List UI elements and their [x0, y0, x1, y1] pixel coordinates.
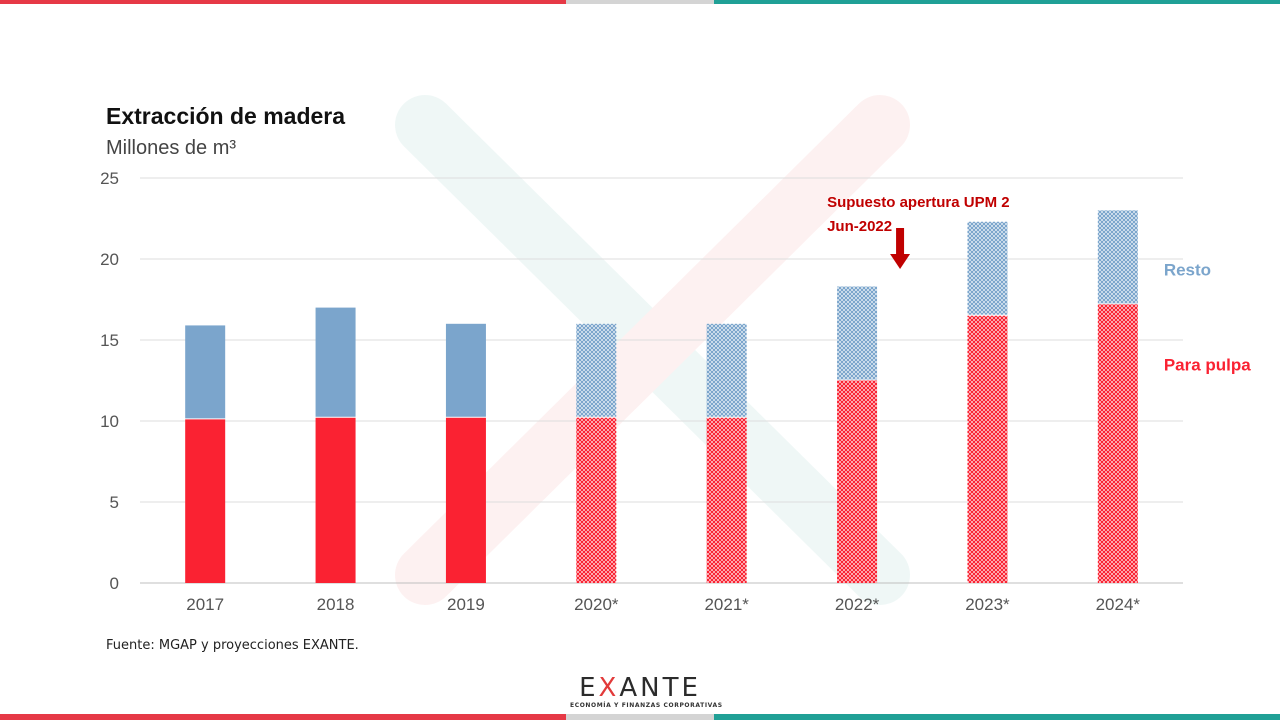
legend-para-pulpa: Para pulpa — [1164, 356, 1251, 375]
x-tick-label: 2023* — [965, 595, 1010, 614]
bar-para-pulpa — [445, 417, 486, 583]
bar-para-pulpa — [706, 417, 747, 583]
x-tick-label: 2022* — [835, 595, 880, 614]
x-tick-label: 2018 — [317, 595, 355, 614]
source-note: Fuente: MGAP y proyecciones EXANTE. — [106, 638, 359, 653]
x-tick-label: 2020* — [574, 595, 619, 614]
legend-resto: Resto — [1164, 260, 1211, 279]
bar-para-pulpa — [576, 417, 617, 583]
x-tick-label: 2021* — [704, 595, 749, 614]
y-tick-label: 5 — [110, 493, 119, 512]
bar-resto — [185, 325, 226, 419]
watermark-stroke-green — [395, 95, 910, 605]
bar-resto — [315, 307, 356, 417]
bar-para-pulpa — [315, 417, 356, 583]
chart-title: Extracción de madera — [106, 103, 346, 129]
exante-logo: EXANTE ECONOMÍA Y FINANZAS CORPORATIVAS — [570, 673, 723, 709]
bar-para-pulpa — [185, 419, 226, 583]
annotation-text: Supuesto apertura UPM 2 — [827, 194, 1010, 211]
bar-resto — [967, 221, 1008, 315]
chart-subtitle: Millones de m³ — [106, 137, 237, 159]
bar-resto — [837, 286, 878, 380]
watermark-x — [395, 95, 910, 605]
bar-resto — [706, 323, 747, 417]
y-tick-label: 15 — [100, 331, 119, 350]
logo-tagline: ECONOMÍA Y FINANZAS CORPORATIVAS — [570, 702, 723, 709]
bar-para-pulpa — [837, 380, 878, 583]
watermark-stroke-red — [395, 95, 910, 605]
annotation-text: Jun-2022 — [827, 218, 892, 235]
bar-resto — [445, 323, 486, 417]
y-tick-label: 10 — [100, 412, 119, 431]
x-tick-label: 2019 — [447, 595, 485, 614]
x-tick-label: 2017 — [186, 595, 224, 614]
bar-resto — [1097, 210, 1138, 304]
bar-resto — [576, 323, 617, 417]
bottom-color-stripe — [0, 714, 1280, 720]
x-tick-label: 2024* — [1096, 595, 1141, 614]
top-color-stripe — [0, 0, 1280, 4]
y-tick-label: 0 — [110, 574, 119, 593]
y-tick-label: 25 — [100, 169, 119, 188]
bar-para-pulpa — [967, 315, 1008, 583]
annotation-arrow — [890, 228, 911, 269]
bar-para-pulpa — [1097, 304, 1138, 583]
logo-wordmark: EXANTE — [579, 673, 701, 703]
y-tick-label: 20 — [100, 250, 119, 269]
